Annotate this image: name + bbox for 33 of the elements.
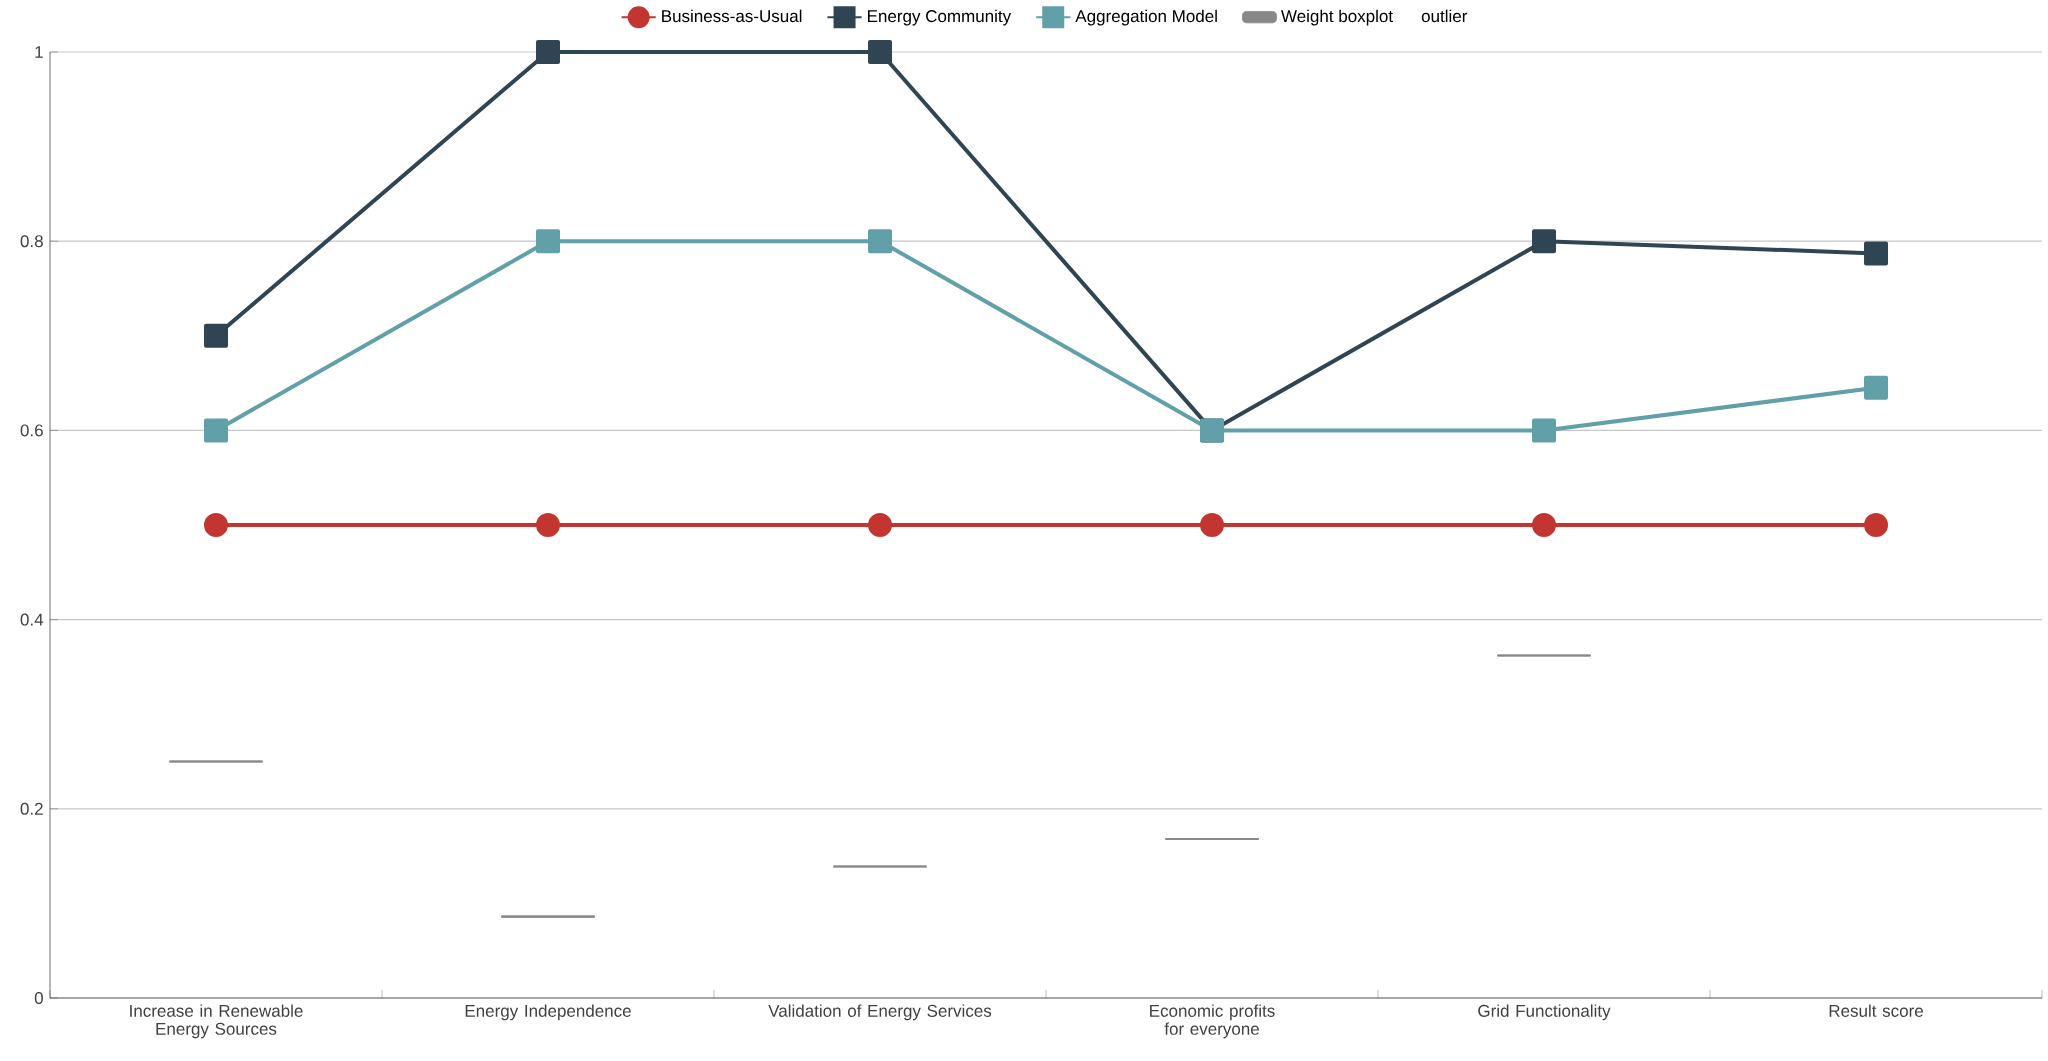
y-tick-label: 0.4 bbox=[20, 613, 44, 626]
legend-label: Energy Community bbox=[867, 9, 1012, 26]
legend-label: Business-as-Usual bbox=[662, 9, 802, 23]
x-tick-label: Result score bbox=[1829, 1004, 1923, 1017]
x-tick-label: Validation of Energy Services bbox=[768, 1004, 992, 1021]
point bbox=[1200, 513, 1225, 537]
y-tick-label: 0.2 bbox=[20, 802, 43, 815]
point bbox=[204, 513, 229, 537]
point bbox=[536, 229, 561, 254]
point bbox=[536, 39, 561, 64]
legend-label: Weight boxplot bbox=[1281, 9, 1393, 26]
point bbox=[1864, 375, 1889, 400]
y-tick-label: 1 bbox=[35, 46, 43, 58]
y-tick-label: 0.8 bbox=[20, 235, 43, 248]
point bbox=[1864, 241, 1889, 266]
point bbox=[1864, 513, 1889, 537]
y-tick-label: 0 bbox=[34, 992, 43, 1005]
x-tick-label: Increase in Renewable Energy Sources bbox=[130, 1004, 303, 1039]
point bbox=[204, 323, 229, 348]
point bbox=[868, 39, 893, 64]
point bbox=[536, 513, 561, 537]
x-tick-label: Economic profits for everyone bbox=[1150, 1004, 1275, 1039]
point bbox=[1532, 229, 1557, 254]
text: outlier bbox=[1421, 9, 1468, 23]
point bbox=[1532, 513, 1557, 537]
point bbox=[868, 513, 893, 537]
legend-label: Aggregation Model bbox=[1075, 9, 1217, 26]
point bbox=[204, 418, 229, 443]
point bbox=[868, 229, 893, 254]
x-tick-label: Energy Independence bbox=[465, 1004, 631, 1021]
y-tick-label: 0.6 bbox=[20, 424, 43, 437]
x-tick-label: Grid Functionality bbox=[1478, 1004, 1611, 1021]
point bbox=[1532, 418, 1557, 443]
